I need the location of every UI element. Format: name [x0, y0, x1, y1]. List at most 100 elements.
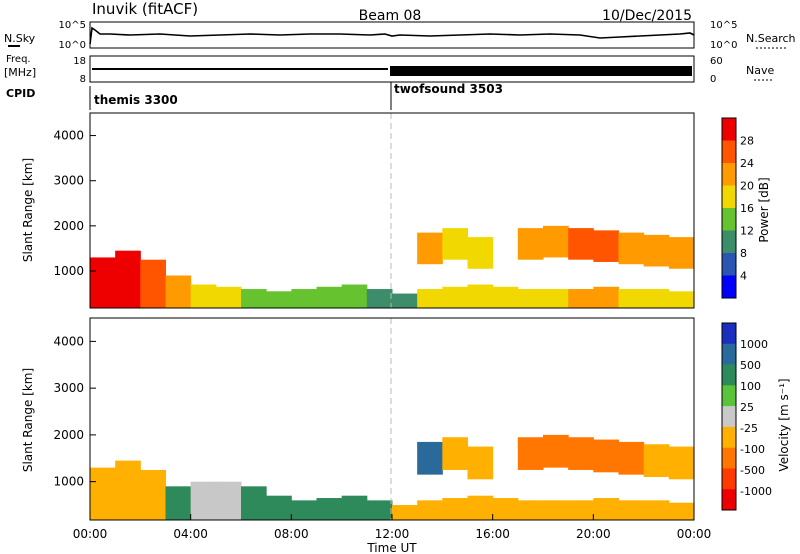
near-band-cell: [517, 289, 544, 308]
far-band-cell: [618, 232, 645, 265]
y-tick-label: 4000: [53, 129, 84, 143]
freq-tick-top: 18: [73, 56, 86, 67]
nave-block: [390, 66, 692, 76]
x-tick-label: 00:00: [677, 527, 712, 541]
far-band-cell: [543, 434, 569, 468]
near-band-cell: [442, 498, 468, 520]
colorbar-swatch: [722, 343, 736, 365]
nsky-tick-bottom: 10^0: [59, 40, 86, 51]
x-tick-label: 08:00: [274, 527, 309, 541]
power-data-cells: [90, 225, 695, 308]
y-tick-label: 2000: [53, 428, 84, 442]
far-band-cell: [593, 230, 619, 262]
near-band-cell: [291, 500, 317, 520]
x-tick-label: 12:00: [375, 527, 410, 541]
near-band-cell: [668, 502, 695, 520]
y-tick-label: 1000: [53, 475, 84, 489]
near-band-cell: [366, 289, 393, 308]
colorbar-tick-label: 12: [740, 225, 754, 238]
power-ylabel: Slant Range [km]: [21, 158, 35, 262]
colorbar-tick-label: -25: [740, 422, 758, 435]
colorbar-tick-label: 4: [740, 270, 747, 283]
far-band-cell: [442, 437, 468, 470]
near-band-cell: [593, 498, 619, 520]
nsearch-label: N.Search: [746, 32, 796, 45]
nsky-tick-top: 10^5: [59, 20, 86, 31]
near-band-cell: [643, 500, 670, 520]
far-band-cell: [568, 228, 594, 260]
near-band-cell: [392, 505, 418, 520]
freq-panel-frame: [89, 55, 695, 83]
colorbar-tick-label: -500: [740, 464, 765, 477]
y-tick-label: 1000: [53, 264, 84, 278]
cpid-segment-1: themis 3300: [94, 93, 178, 107]
far-band-cell: [643, 234, 670, 267]
near-band-cell: [215, 481, 242, 520]
near-band-cell: [392, 293, 418, 308]
near-band-cell: [190, 284, 217, 308]
colorbar-frame: [721, 322, 737, 511]
y-tick-label: 2000: [53, 219, 84, 233]
nave-label: Nave: [746, 64, 774, 77]
station-title: Inuvik (fitACF): [92, 0, 198, 18]
near-band-cell: [90, 257, 116, 308]
colorbar-swatch: [722, 230, 736, 254]
nsky-panel: N.Sky 10^5 10^0 10^5 10^0 N.Search: [4, 20, 796, 51]
colorbar-tick-label: -100: [740, 443, 765, 456]
near-band-cell: [366, 500, 393, 520]
far-band-cell: [618, 441, 645, 475]
far-band-cell: [467, 237, 494, 269]
far-band-cell: [668, 446, 695, 480]
velocity-colorbar-label: Velocity [m s⁻¹]: [777, 378, 791, 471]
power-plot-frame: [89, 112, 695, 309]
near-band-cell: [467, 495, 494, 520]
freq-panel: Freq. [MHz] 18 8 60 0 Nave: [4, 54, 774, 85]
colorbar-frame: [721, 117, 737, 299]
velocity-data-cells: [90, 434, 695, 520]
near-band-cell: [492, 286, 519, 308]
colorbar-swatch: [722, 489, 736, 511]
time-xlabel: Time UT: [366, 541, 417, 554]
colorbar-swatch: [722, 208, 736, 231]
freq-label-2: [MHz]: [4, 66, 36, 79]
near-band-cell: [417, 289, 443, 308]
power-y-axis: 1000 2000 3000 4000: [53, 129, 96, 278]
near-band-cell: [467, 284, 494, 308]
far-band-cell: [517, 437, 544, 470]
date-title: 10/Dec/2015: [602, 8, 692, 24]
near-band-cell: [90, 467, 116, 520]
colorbar-swatch: [722, 468, 736, 490]
near-band-cell: [241, 486, 267, 520]
near-band-cell: [316, 286, 343, 308]
colorbar-tick-label: 25: [740, 401, 754, 414]
near-band-cell: [341, 284, 368, 308]
velocity-colorbar: 1000 500 100 25 -25 -100 -500 -1000: [721, 322, 772, 511]
near-band-cell: [266, 291, 292, 308]
colorbar-swatch: [722, 426, 736, 448]
velocity-ylabel: Slant Range [km]: [21, 368, 35, 472]
near-band-cell: [115, 250, 141, 308]
y-tick-label: 3000: [53, 381, 84, 395]
x-tick-label: 20:00: [576, 527, 611, 541]
near-band-cell: [593, 286, 619, 308]
nsky-label: N.Sky: [4, 32, 36, 45]
cpid-panel: CPID themis 3300 twofsound 3503: [6, 82, 503, 110]
far-band-cell: [417, 232, 443, 265]
colorbar-tick-label: 8: [740, 247, 747, 260]
colorbar-swatch: [722, 406, 736, 428]
power-colorbar-label: Power [dB]: [757, 177, 771, 242]
near-band-cell: [543, 500, 569, 520]
near-band-cell: [165, 486, 192, 520]
colorbar-swatch: [722, 275, 736, 299]
near-band-cell: [241, 289, 267, 308]
x-tick-label: 04:00: [173, 527, 208, 541]
near-band-cell: [517, 500, 544, 520]
near-band-cell: [543, 289, 569, 308]
velocity-panel: 1000 2000 3000 4000 Slant Range [km] 1000 50…: [21, 317, 791, 554]
near-band-cell: [568, 500, 594, 520]
near-band-cell: [165, 275, 192, 308]
near-band-cell: [291, 289, 317, 308]
near-band-cell: [140, 469, 166, 520]
far-band-cell: [668, 237, 695, 269]
colorbar-swatch: [722, 253, 736, 276]
